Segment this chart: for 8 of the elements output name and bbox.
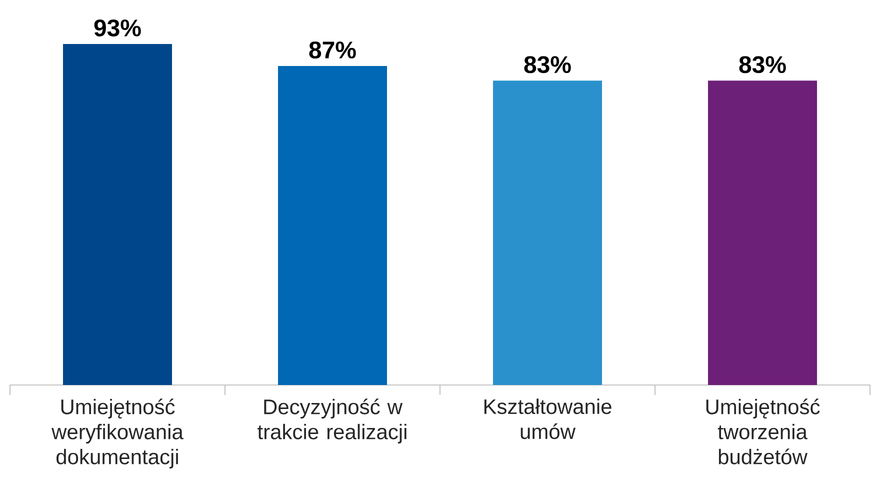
x-tick-label: Umiejętność tworzenia budżetów <box>706 398 820 464</box>
data-label: 83% <box>524 56 571 74</box>
data-label: 83% <box>739 56 786 74</box>
data-label: 87% <box>309 41 356 58</box>
x-tick-label: Umiejętność weryfikowania dokumentacji <box>52 398 184 468</box>
x-tick-label: Kształtowanie umów <box>484 398 612 440</box>
data-label: 93% <box>94 19 141 36</box>
x-tick-label: Decyzyjność w trakcie realizacji <box>258 398 406 444</box>
